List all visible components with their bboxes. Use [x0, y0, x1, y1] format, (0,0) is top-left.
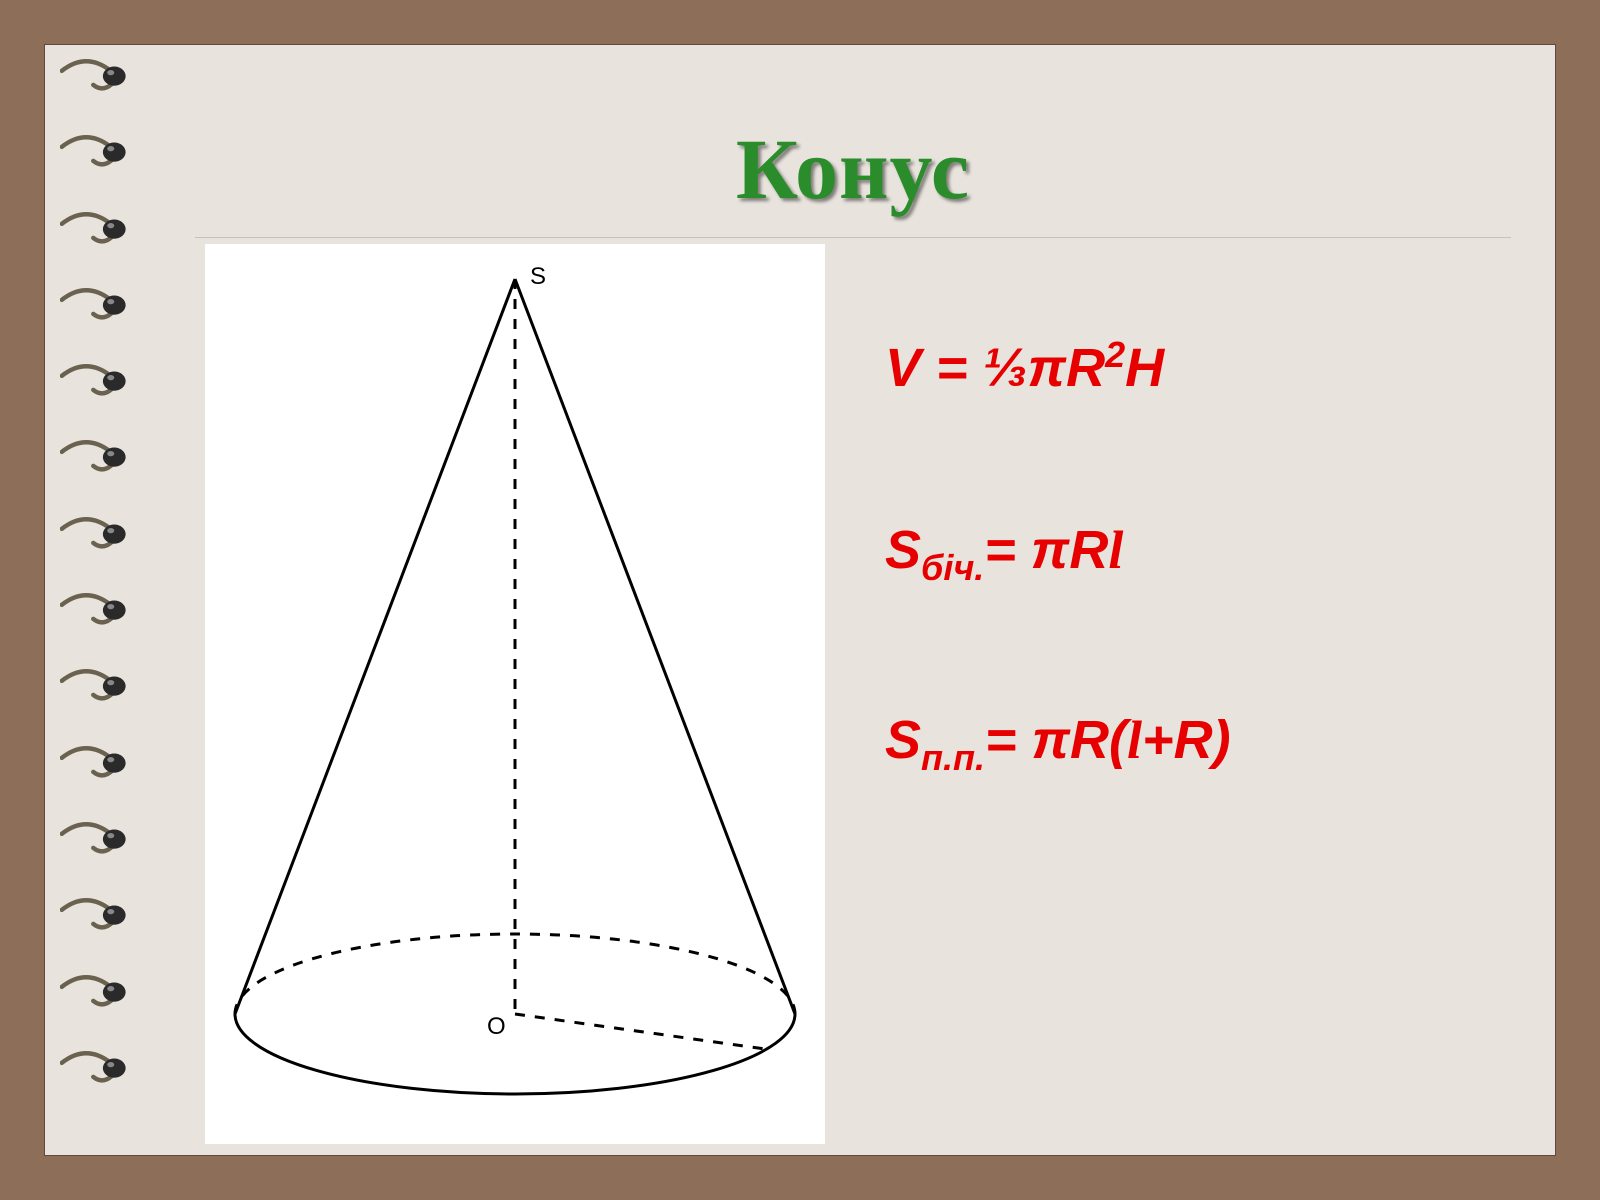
slide-frame: Конус S O — [44, 44, 1556, 1156]
apex-label: S — [530, 263, 546, 290]
spiral-ring — [60, 134, 130, 172]
spiral-ring — [60, 1050, 130, 1088]
full-plus: + — [1142, 710, 1174, 770]
vol-frac: ⅓ — [983, 338, 1028, 398]
slant-left — [235, 279, 515, 1014]
spiral-ring — [60, 897, 130, 935]
full-open: ( — [1109, 710, 1127, 770]
spiral-binding — [60, 48, 130, 1148]
full-S: S — [885, 710, 921, 770]
slide-title: Конус — [736, 121, 970, 217]
lat-pi: π — [1031, 520, 1069, 580]
vol-exp: 2 — [1105, 334, 1125, 375]
full-close: ) — [1213, 710, 1231, 770]
vol-R: R — [1066, 338, 1105, 398]
spiral-ring — [60, 668, 130, 706]
vol-pi: π — [1028, 338, 1066, 398]
spiral-ring — [60, 211, 130, 249]
spiral-ring — [60, 439, 130, 477]
vol-V: V — [885, 338, 921, 398]
vol-H: H — [1125, 338, 1164, 398]
spiral-ring — [60, 363, 130, 401]
vol-eq: = — [921, 338, 983, 398]
base-ellipse-front — [235, 1014, 795, 1094]
spiral-ring — [60, 745, 130, 783]
full-sub: п.п. — [921, 737, 985, 778]
slide-content: Конус S O — [195, 89, 1511, 1111]
lat-R: R — [1069, 520, 1108, 580]
center-label: O — [487, 1013, 506, 1040]
formula-full: Sп.п.= πR(l+R) — [885, 709, 1511, 779]
lat-sub: біч. — [921, 547, 984, 588]
cone-svg: S O — [205, 244, 825, 1144]
lat-l: l — [1108, 520, 1123, 580]
title-divider — [195, 237, 1511, 238]
spiral-ring — [60, 974, 130, 1012]
formula-lateral: Sбіч.= πRl — [885, 519, 1511, 589]
full-eq: = — [985, 710, 1032, 770]
radius — [515, 1014, 765, 1049]
lat-eq: = — [984, 520, 1031, 580]
spiral-ring — [60, 287, 130, 325]
full-R2: R — [1174, 710, 1213, 770]
spiral-ring — [60, 516, 130, 554]
lat-S: S — [885, 520, 921, 580]
full-R: R — [1070, 710, 1109, 770]
content-row: S O V = ⅓πR2H Sбіч.= πRl Sп.п.= πR(l+R) — [195, 244, 1511, 1144]
cone-diagram: S O — [205, 244, 825, 1144]
formula-volume: V = ⅓πR2H — [885, 334, 1511, 399]
full-l: l — [1127, 710, 1142, 770]
full-pi: π — [1032, 710, 1070, 770]
spiral-ring — [60, 821, 130, 859]
slant-right — [515, 279, 795, 1014]
spiral-ring — [60, 592, 130, 630]
spiral-ring — [60, 58, 130, 96]
title-wrap: Конус — [195, 89, 1511, 219]
formulas-column: V = ⅓πR2H Sбіч.= πRl Sп.п.= πR(l+R) — [825, 244, 1511, 1144]
